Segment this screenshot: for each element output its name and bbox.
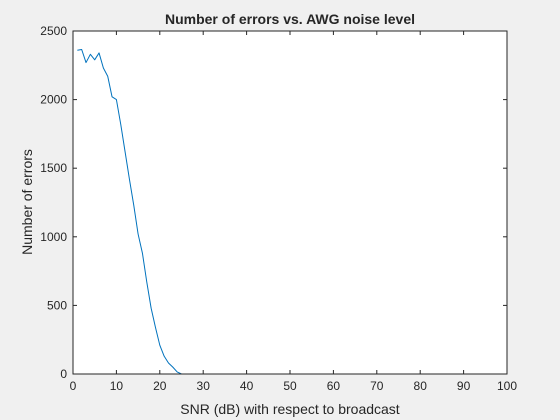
x-tick-label: 0 — [70, 379, 77, 393]
y-tick-label: 1000 — [40, 230, 67, 244]
x-tick-label: 90 — [457, 379, 471, 393]
chart-title: Number of errors vs. AWG noise level — [165, 11, 415, 27]
y-tick-label: 500 — [47, 298, 67, 312]
x-tick-label: 10 — [110, 379, 124, 393]
y-tick-label: 2500 — [40, 24, 67, 38]
x-axis-label: SNR (dB) with respect to broadcast — [180, 401, 400, 417]
y-axis-tick-labels: 0 500 1000 1500 2000 2500 — [40, 24, 67, 381]
x-tick-label: 30 — [197, 379, 211, 393]
y-tick-label: 2000 — [40, 93, 67, 107]
x-axis-tick-labels: 0 10 20 30 40 50 60 70 80 90 100 — [70, 379, 518, 393]
x-tick-label: 60 — [327, 379, 341, 393]
plot-area — [73, 31, 507, 374]
x-tick-label: 50 — [283, 379, 297, 393]
x-tick-label: 80 — [414, 379, 428, 393]
x-tick-label: 70 — [370, 379, 384, 393]
y-tick-label: 1500 — [40, 161, 67, 175]
x-tick-label: 20 — [153, 379, 167, 393]
y-axis-label: Number of errors — [19, 149, 35, 255]
x-tick-label: 40 — [240, 379, 254, 393]
y-tick-label: 0 — [60, 367, 67, 381]
x-tick-label: 100 — [497, 379, 517, 393]
axes-box — [72, 30, 508, 375]
